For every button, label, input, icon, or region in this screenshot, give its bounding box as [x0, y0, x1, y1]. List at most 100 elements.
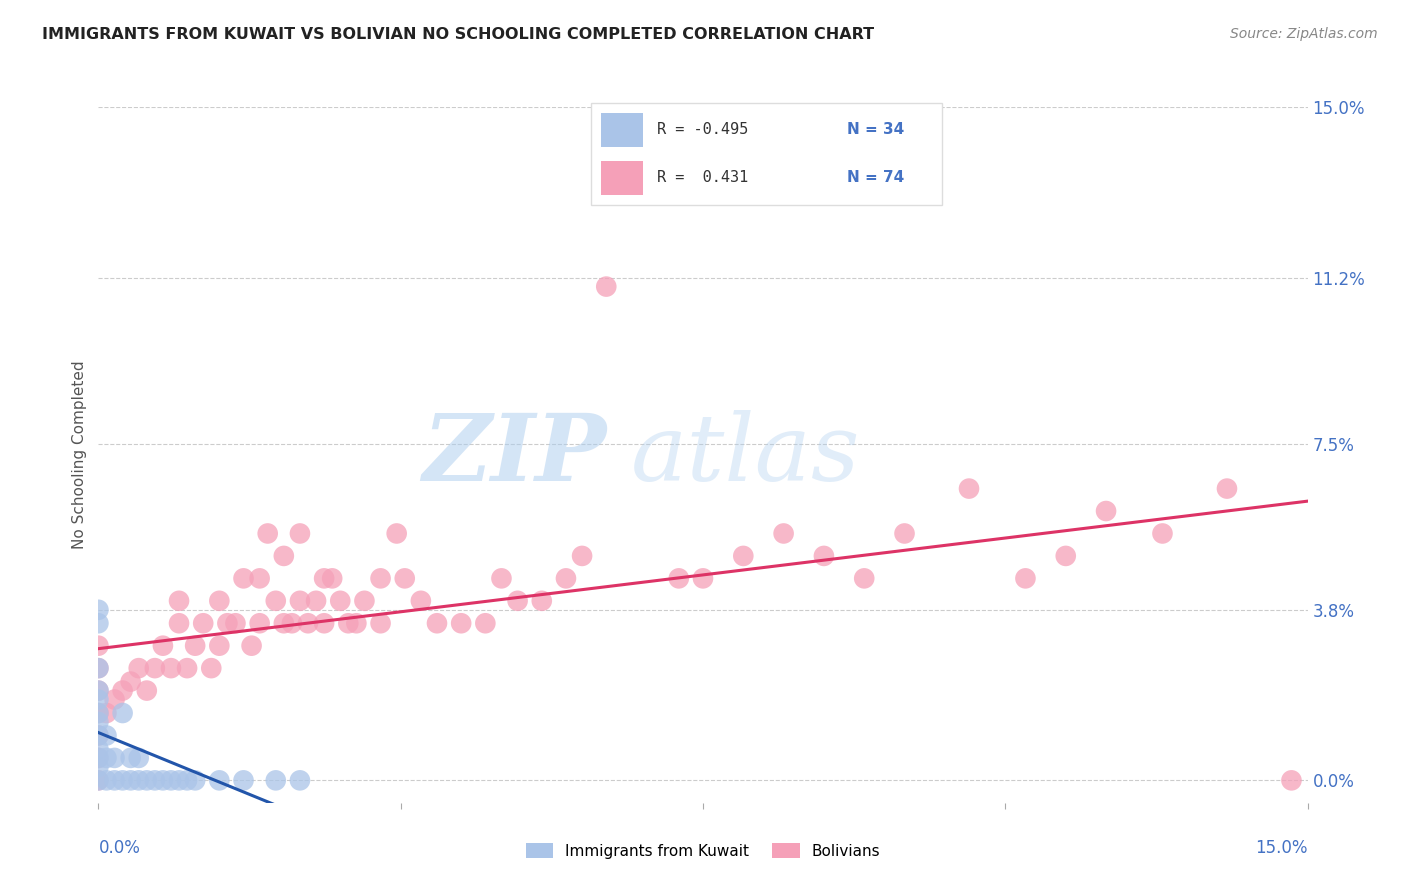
Point — [329, 594, 352, 608]
Point — [249, 571, 271, 585]
Point — [288, 773, 311, 788]
Point — [853, 571, 876, 585]
Point — [152, 639, 174, 653]
Point — [111, 773, 134, 788]
Point — [87, 683, 110, 698]
Point — [160, 661, 183, 675]
Point — [733, 549, 755, 563]
Point — [224, 616, 246, 631]
Bar — [602, 112, 643, 146]
Point — [264, 773, 287, 788]
Point — [1054, 549, 1077, 563]
Point — [103, 692, 125, 706]
Point — [87, 729, 110, 743]
Point — [1152, 526, 1174, 541]
Text: N = 34: N = 34 — [846, 121, 904, 136]
Point — [87, 639, 110, 653]
Point — [120, 674, 142, 689]
Point — [571, 549, 593, 563]
Point — [87, 751, 110, 765]
Point — [957, 482, 980, 496]
Y-axis label: No Schooling Completed: No Schooling Completed — [72, 360, 87, 549]
Point — [491, 571, 513, 585]
Point — [893, 526, 915, 541]
Point — [128, 773, 150, 788]
Point — [273, 616, 295, 631]
Point — [103, 751, 125, 765]
Point — [176, 773, 198, 788]
Point — [394, 571, 416, 585]
Point — [96, 729, 118, 743]
Point — [167, 594, 190, 608]
Point — [474, 616, 496, 631]
Point — [353, 594, 375, 608]
Point — [200, 661, 222, 675]
Point — [264, 594, 287, 608]
Point — [240, 639, 263, 653]
Point — [314, 616, 336, 631]
Point — [87, 706, 110, 720]
Text: 15.0%: 15.0% — [1256, 838, 1308, 856]
Point — [813, 549, 835, 563]
Point — [450, 616, 472, 631]
Point — [1095, 504, 1118, 518]
Point — [87, 773, 110, 788]
Point — [87, 661, 110, 675]
Point — [1216, 482, 1239, 496]
Point — [184, 639, 207, 653]
Point — [87, 706, 110, 720]
Text: IMMIGRANTS FROM KUWAIT VS BOLIVIAN NO SCHOOLING COMPLETED CORRELATION CHART: IMMIGRANTS FROM KUWAIT VS BOLIVIAN NO SC… — [42, 27, 875, 42]
Point — [87, 692, 110, 706]
Point — [595, 279, 617, 293]
Point — [273, 549, 295, 563]
Point — [426, 616, 449, 631]
Point — [337, 616, 360, 631]
Point — [370, 616, 392, 631]
Point — [111, 683, 134, 698]
Point — [385, 526, 408, 541]
Point — [530, 594, 553, 608]
Point — [152, 773, 174, 788]
Point — [87, 603, 110, 617]
Point — [1014, 571, 1036, 585]
Point — [314, 571, 336, 585]
Point — [772, 526, 794, 541]
Point — [128, 661, 150, 675]
Text: R =  0.431: R = 0.431 — [657, 170, 748, 185]
Point — [167, 616, 190, 631]
Point — [321, 571, 343, 585]
Point — [208, 639, 231, 653]
Point — [103, 773, 125, 788]
Point — [87, 714, 110, 729]
Point — [692, 571, 714, 585]
Text: atlas: atlas — [630, 410, 860, 500]
Point — [208, 594, 231, 608]
Point — [87, 661, 110, 675]
Point — [232, 773, 254, 788]
Text: 0.0%: 0.0% — [98, 838, 141, 856]
Point — [87, 729, 110, 743]
Point — [288, 526, 311, 541]
Point — [120, 773, 142, 788]
Point — [506, 594, 529, 608]
Point — [288, 594, 311, 608]
Point — [176, 661, 198, 675]
Point — [143, 661, 166, 675]
Point — [370, 571, 392, 585]
Point — [87, 742, 110, 756]
Point — [249, 616, 271, 631]
Point — [87, 760, 110, 774]
Point — [297, 616, 319, 631]
Text: N = 74: N = 74 — [846, 170, 904, 185]
Point — [87, 773, 110, 788]
Point — [305, 594, 328, 608]
Bar — [602, 161, 643, 194]
Point — [120, 751, 142, 765]
Point — [668, 571, 690, 585]
Point — [555, 571, 578, 585]
Text: R = -0.495: R = -0.495 — [657, 121, 748, 136]
Point — [143, 773, 166, 788]
Point — [217, 616, 239, 631]
Point — [256, 526, 278, 541]
Point — [344, 616, 367, 631]
